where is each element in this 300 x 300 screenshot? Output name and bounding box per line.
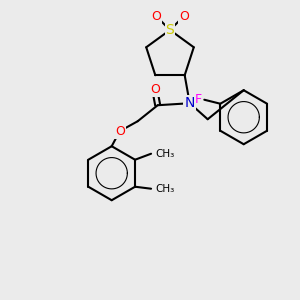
Text: F: F: [195, 93, 202, 106]
Text: O: O: [115, 125, 124, 138]
Text: N: N: [184, 96, 195, 110]
Text: CH₃: CH₃: [155, 149, 174, 159]
Text: O: O: [151, 10, 161, 22]
Text: CH₃: CH₃: [155, 184, 174, 194]
Text: O: O: [150, 83, 160, 96]
Text: O: O: [179, 10, 189, 22]
Text: S: S: [166, 23, 174, 37]
